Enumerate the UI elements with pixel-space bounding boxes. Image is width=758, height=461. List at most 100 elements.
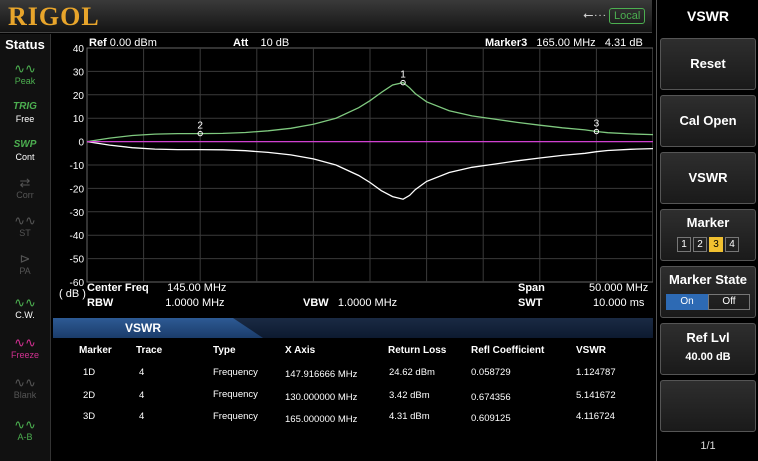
col-type: Type xyxy=(213,345,236,356)
status-st[interactable]: ∿∿ ST xyxy=(6,214,44,248)
empty-softkey[interactable] xyxy=(660,380,756,432)
menu-title: VSWR xyxy=(687,8,729,24)
corr-icon: ⇄ xyxy=(19,175,31,190)
status-blank[interactable]: ∿∿ Blank xyxy=(6,376,44,410)
cell-xaxis: 165.000000 MHz xyxy=(285,414,358,425)
y-tick-label: -40 xyxy=(70,231,85,242)
marker-state-options: On Off xyxy=(661,292,755,310)
col-xaxis: X Axis xyxy=(285,345,316,356)
marker-readout: Marker3 165.00 MHz 4.31 dB xyxy=(485,37,643,49)
y-tick-label: 20 xyxy=(73,91,85,102)
status-ab[interactable]: ∿∿ A-B xyxy=(6,418,44,452)
tab-vswr-label: VSWR xyxy=(125,321,161,335)
spectrum-plot[interactable]: 40 30 20 10 0 -10 -20 -30 -40 -50 -60 1 2 3 Ref 0.00 … xyxy=(53,34,654,316)
cw-icon: ∿∿ xyxy=(14,295,36,310)
cell-trace: 4 xyxy=(139,390,145,401)
status-sweep[interactable]: SWP Cont xyxy=(6,138,44,172)
tab-vswr[interactable]: VSWR xyxy=(53,318,263,338)
cell-type: Frequency xyxy=(213,367,258,378)
col-vswr: VSWR xyxy=(576,345,606,356)
cell-return-loss: 4.31 dBm xyxy=(389,411,430,422)
rbw-value: 1.0000 MHz xyxy=(165,297,225,309)
page-indicator: 1/1 xyxy=(700,440,716,452)
rbw-label: RBW xyxy=(87,297,114,309)
panel-tab-bar: VSWR xyxy=(53,318,653,338)
span-value: 50.000 MHz xyxy=(589,282,649,294)
ref-readout: Ref 0.00 dBm xyxy=(89,37,157,49)
marker-option-2[interactable]: 2 xyxy=(693,237,707,252)
status-pa[interactable]: ⊳ PA xyxy=(6,252,44,286)
y-tick-label: 0 xyxy=(78,138,84,149)
marker-state-toggle[interactable]: Marker State On Off xyxy=(660,266,756,318)
center-freq-value: 145.00 MHz xyxy=(167,282,227,294)
cell-refl: 0.058729 xyxy=(471,367,511,378)
ref-lvl-button[interactable]: Ref Lvl 40.00 dB xyxy=(660,323,756,375)
marker-option-1[interactable]: 1 xyxy=(677,237,691,252)
status-trig[interactable]: TRIG Free xyxy=(6,100,44,134)
ref-value: 0.00 dBm xyxy=(109,37,157,49)
y-tick-label: -10 xyxy=(70,161,85,172)
local-indicator[interactable]: Local xyxy=(609,8,646,24)
col-marker: Marker xyxy=(79,345,112,356)
cell-marker: 3D xyxy=(83,411,96,422)
swt-value: 10.000 ms xyxy=(593,297,645,309)
trace-white xyxy=(86,140,654,200)
cell-trace: 4 xyxy=(139,367,145,378)
vbw-readout: VBW 1.0000 MHz xyxy=(303,297,397,309)
vswr-button[interactable]: VSWR xyxy=(660,152,756,204)
marker-state-off[interactable]: Off xyxy=(708,294,750,310)
ref-lvl-label: Ref Lvl xyxy=(686,330,730,345)
swt-readout: SWT xyxy=(518,297,542,309)
cal-open-button[interactable]: Cal Open xyxy=(660,95,756,147)
y-tick-label: 40 xyxy=(73,44,85,55)
ref-label: Ref xyxy=(89,37,107,49)
blank-icon: ∿∿ xyxy=(14,375,36,390)
wave-icon: ∿∿ xyxy=(14,61,36,76)
status-title: Status xyxy=(5,37,45,52)
reset-button[interactable]: Reset xyxy=(660,38,756,90)
y-tick-label: -20 xyxy=(70,184,85,195)
marker-state-on[interactable]: On xyxy=(666,294,708,310)
cell-return-loss: 3.42 dBm xyxy=(389,390,430,401)
vswr-label: VSWR xyxy=(688,170,728,185)
status-label: Cont xyxy=(15,152,35,162)
y-tick-label: -60 xyxy=(70,278,85,289)
status-label: Freeze xyxy=(10,350,39,360)
status-label: ST xyxy=(19,228,31,238)
marker-option-3[interactable]: 3 xyxy=(709,237,723,252)
cell-refl: 0.609125 xyxy=(471,413,511,424)
y-tick-label: -50 xyxy=(70,255,85,266)
trig-icon: TRIG xyxy=(13,101,37,112)
status-cw[interactable]: ∿∿ C.W. xyxy=(6,296,44,330)
marker-state-label: Marker State xyxy=(668,272,748,287)
st-icon: ∿∿ xyxy=(14,213,36,228)
status-peak[interactable]: ∿∿ Peak xyxy=(6,62,44,96)
y-tick-label: 10 xyxy=(73,114,85,125)
cell-vswr: 1.124787 xyxy=(576,367,616,378)
y-tick-label: -30 xyxy=(70,208,85,219)
status-freeze[interactable]: ∿∿ Freeze xyxy=(6,336,44,370)
vbw-value: 1.0000 MHz xyxy=(337,297,398,309)
att-value: 10 dB xyxy=(260,37,290,49)
marker-option-4[interactable]: 4 xyxy=(725,237,739,252)
freeze-icon: ∿∿ xyxy=(14,335,36,350)
ref-lvl-value: 40.00 dB xyxy=(685,351,731,363)
usb-icon: ⭠⋯ xyxy=(583,7,607,22)
col-refl-coefficient: Refl Coefficient xyxy=(471,345,545,356)
status-label: Corr xyxy=(16,190,34,200)
status-corr[interactable]: ⇄ Corr xyxy=(6,176,44,210)
swt-label: SWT xyxy=(518,297,543,309)
cell-type: Frequency xyxy=(213,411,258,422)
cell-vswr: 4.116724 xyxy=(576,411,615,422)
cell-refl: 0.674356 xyxy=(471,392,511,403)
marker-3-point xyxy=(593,128,600,135)
cell-trace: 4 xyxy=(139,411,145,422)
rigol-logo: RIGOL xyxy=(8,2,100,31)
marker-readout-freq: 165.00 MHz xyxy=(536,37,596,49)
cal-open-label: Cal Open xyxy=(679,113,737,128)
cell-marker: 2D xyxy=(83,390,96,401)
unit-label: ( dB ) xyxy=(59,288,86,300)
status-label: A-B xyxy=(17,432,33,442)
